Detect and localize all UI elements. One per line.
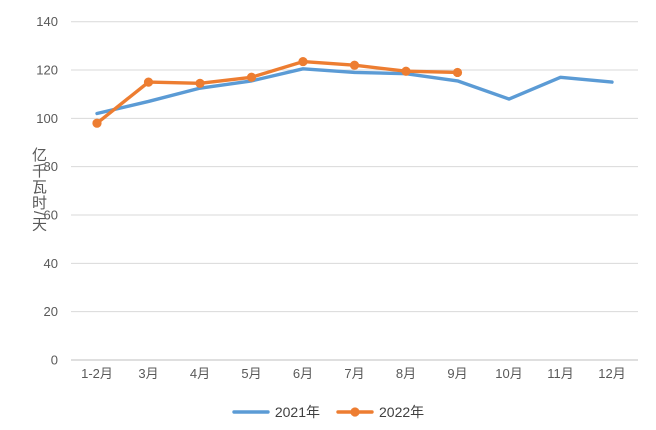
- x-tick-label: 7月: [344, 366, 364, 381]
- legend-label-2021: 2021年: [274, 404, 320, 420]
- legend-line-swatch-2021: [232, 410, 270, 414]
- x-tick-label: 9月: [447, 366, 467, 381]
- data-point-marker: [92, 118, 102, 128]
- data-point-marker: [401, 66, 411, 76]
- x-tick-label: 1-2月: [81, 366, 113, 381]
- legend-label-2022: 2022年: [379, 404, 425, 420]
- y-tick-label: 0: [51, 353, 58, 368]
- y-tick-label: 120: [36, 63, 58, 78]
- x-tick-label: 11月: [547, 366, 574, 381]
- data-point-marker: [246, 72, 257, 82]
- x-tick-label: 12月: [598, 366, 625, 381]
- x-tick-label: 3月: [138, 366, 158, 381]
- legend: 2021年 2022年: [0, 402, 656, 422]
- data-point-marker: [349, 60, 360, 70]
- y-tick-label: 80: [44, 159, 58, 174]
- data-point-marker: [452, 67, 463, 78]
- data-point-marker: [195, 78, 205, 88]
- y-tick-label: 140: [36, 14, 58, 29]
- x-tick-label: 4月: [190, 366, 210, 381]
- y-axis-title: 亿千瓦时/天: [30, 147, 47, 233]
- data-point-marker: [298, 56, 308, 67]
- y-tick-label: 60: [44, 208, 58, 223]
- x-tick-label: 5月: [241, 366, 261, 381]
- legend-item-2022: 2022年: [336, 402, 424, 422]
- y-tick-label: 20: [44, 304, 58, 319]
- legend-item-2021: 2021年: [232, 402, 320, 422]
- y-tick-label: 40: [44, 256, 58, 271]
- x-tick-label: 8月: [396, 366, 416, 381]
- data-point-marker: [143, 77, 154, 87]
- y-tick-label: 100: [36, 111, 58, 126]
- x-tick-label: 6月: [293, 366, 313, 381]
- legend-line-marker-swatch-2022: [336, 407, 374, 417]
- x-tick-label: 10月: [495, 366, 522, 381]
- series-line-2022年: [95, 59, 460, 125]
- series-line-2021年: [95, 67, 614, 116]
